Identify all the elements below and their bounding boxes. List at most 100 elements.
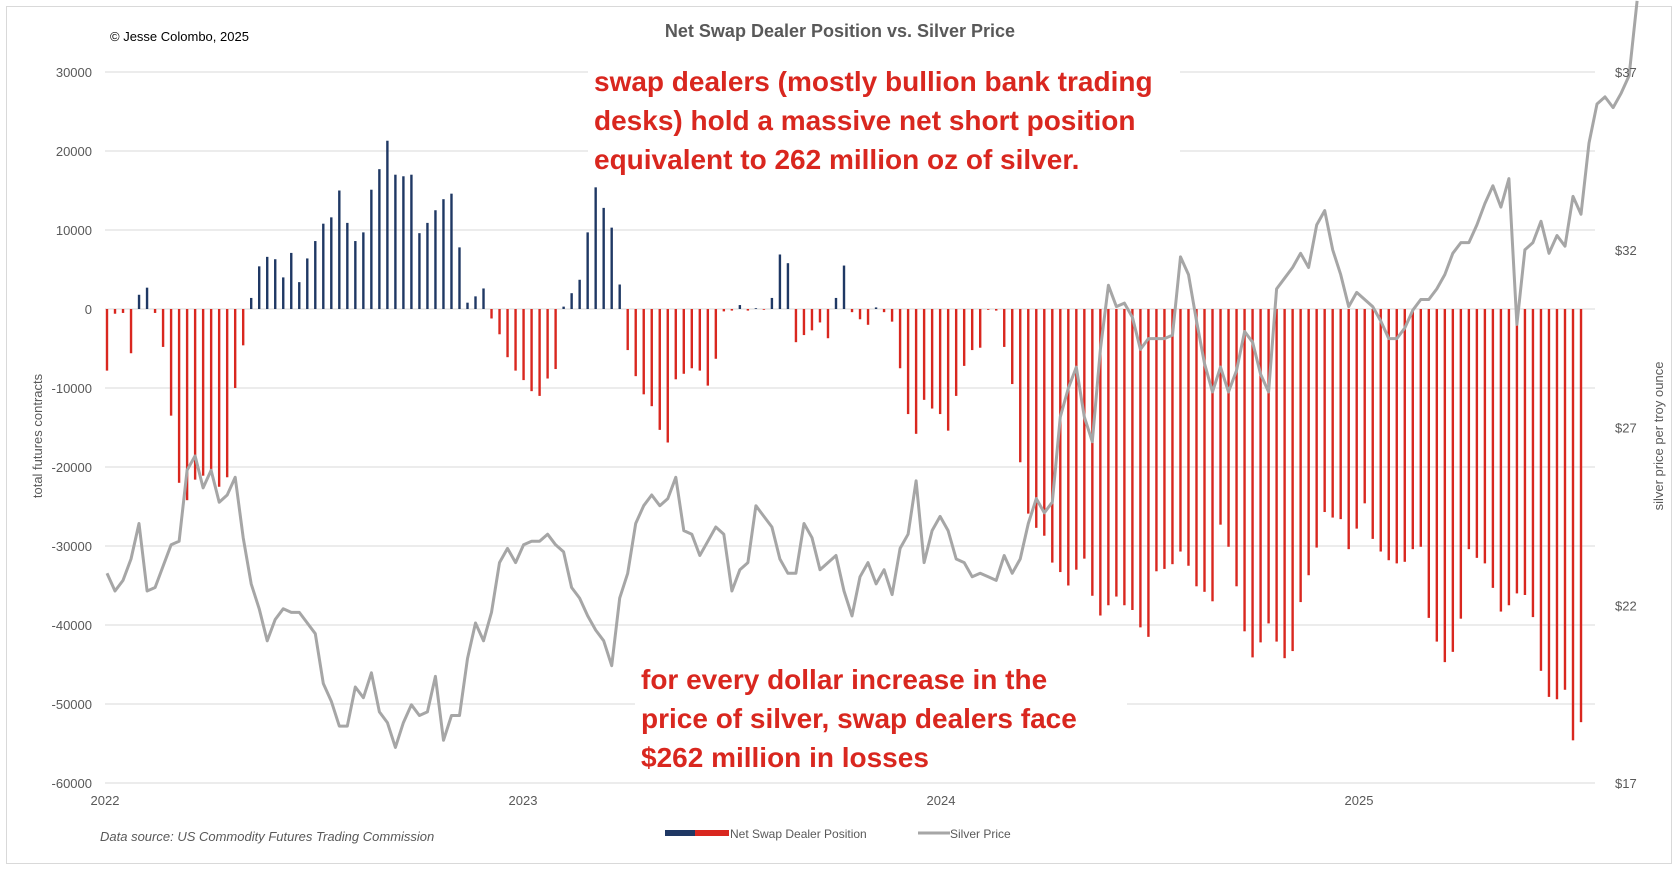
- y2-tick-label: $17: [1615, 776, 1637, 791]
- bar: [1235, 309, 1238, 587]
- legend-label-position: Net Swap Dealer Position: [730, 827, 867, 841]
- bar: [578, 279, 581, 309]
- bar: [274, 259, 277, 309]
- y-tick-label: 20000: [56, 144, 92, 159]
- bar: [658, 309, 661, 430]
- bar: [722, 309, 726, 312]
- bar: [1195, 309, 1198, 587]
- bar: [290, 252, 293, 309]
- bar: [650, 309, 653, 407]
- x-tick-label: 2023: [509, 793, 538, 808]
- bar: [906, 309, 910, 415]
- bar: [514, 309, 517, 371]
- bar: [978, 309, 982, 348]
- bar: [834, 297, 838, 309]
- bar: [674, 309, 677, 380]
- bar: [1291, 309, 1294, 652]
- bar: [1051, 309, 1054, 563]
- bar: [1227, 309, 1230, 547]
- bar: [1571, 309, 1575, 741]
- bar: [298, 282, 301, 309]
- bar: [1003, 309, 1006, 347]
- bar: [113, 309, 117, 314]
- bar: [866, 309, 870, 325]
- annotation-top: swap dealers (mostly bullion bank tradin…: [588, 62, 1180, 179]
- annotation-bottom: for every dollar increase in the price o…: [635, 660, 1127, 777]
- bar: [1387, 309, 1390, 561]
- bar: [426, 222, 429, 309]
- chart-title: Net Swap Dealer Position vs. Silver Pric…: [665, 21, 1015, 41]
- bar: [258, 266, 261, 309]
- bar: [1475, 309, 1479, 558]
- bar: [738, 305, 742, 309]
- bar: [626, 309, 629, 351]
- bar: [1107, 309, 1110, 606]
- bar: [706, 309, 710, 386]
- bar: [858, 309, 862, 320]
- y2-axis-ticks: $37 $32 $27 $22 $17: [1615, 65, 1637, 791]
- bar: [1187, 309, 1190, 566]
- bar: [682, 309, 685, 374]
- bar: [1443, 309, 1447, 663]
- bar: [1539, 309, 1543, 671]
- bar: [346, 222, 349, 309]
- bar: [1355, 309, 1358, 529]
- bar: [1579, 309, 1583, 723]
- bar: [602, 207, 605, 309]
- silver-line-group: [105, 0, 1639, 749]
- bar: [1163, 309, 1166, 569]
- bar: [642, 309, 645, 395]
- x-axis-ticks: 2022 2023 2024 2025: [91, 793, 1374, 808]
- bar: [209, 309, 213, 474]
- y2-tick-label: $27: [1615, 421, 1637, 436]
- legend-swatch-positive: [665, 830, 695, 836]
- bar: [802, 309, 806, 336]
- bar: [1499, 309, 1503, 612]
- y-tick-label: 30000: [56, 65, 92, 80]
- bar: [466, 302, 469, 309]
- bar: [1403, 309, 1406, 562]
- bar: [962, 309, 966, 366]
- y2-axis-label: silver price per troy ounce: [1651, 362, 1666, 511]
- legend: Net Swap Dealer Position Silver Price: [665, 827, 1011, 841]
- bar: [1459, 309, 1463, 619]
- y-axis-label: total futures contracts: [30, 373, 45, 498]
- bar: [394, 174, 397, 309]
- bar: [842, 265, 846, 309]
- bar: [1411, 309, 1414, 550]
- bar: [169, 309, 173, 416]
- copyright-text: © Jesse Colombo, 2025: [110, 29, 249, 44]
- bar: [1259, 309, 1262, 643]
- bar: [474, 296, 477, 309]
- bar: [1059, 309, 1062, 573]
- bar: [818, 309, 822, 323]
- bar: [506, 309, 509, 358]
- bar: [1067, 309, 1070, 586]
- bar: [1339, 309, 1342, 520]
- bar: [1347, 309, 1350, 550]
- bar: [554, 309, 557, 370]
- bar: [306, 258, 309, 309]
- x-tick-label: 2025: [1345, 793, 1374, 808]
- bar: [730, 309, 734, 311]
- bar: [586, 232, 589, 309]
- bar: [1323, 309, 1326, 513]
- bar: [1563, 309, 1567, 690]
- bar: [354, 241, 357, 309]
- bar: [754, 308, 758, 309]
- bar: [1531, 309, 1535, 618]
- bar: [938, 309, 942, 415]
- bar: [1099, 309, 1102, 616]
- y-tick-label: -20000: [52, 460, 92, 475]
- bar: [370, 189, 373, 309]
- bar: [249, 297, 253, 309]
- bar: [1419, 309, 1422, 547]
- bar: [1523, 309, 1527, 595]
- bar: [1547, 309, 1551, 697]
- bar: [1083, 309, 1086, 559]
- bar: [1467, 309, 1471, 550]
- bar: [225, 309, 229, 478]
- bar: [1371, 309, 1374, 539]
- bar: [233, 309, 237, 388]
- bar: [1507, 309, 1511, 606]
